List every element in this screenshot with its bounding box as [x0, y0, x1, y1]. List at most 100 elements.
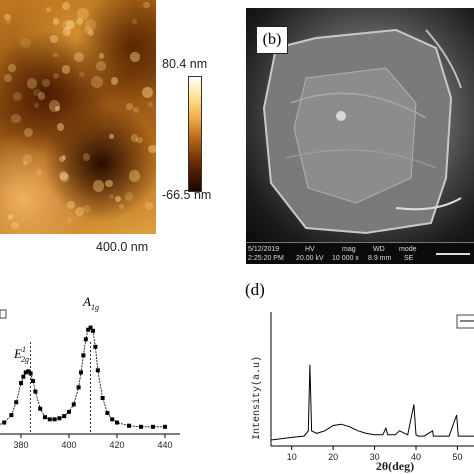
- raman-data-point: [86, 327, 91, 332]
- afm-grain: [108, 134, 114, 140]
- afm-grain: [63, 27, 72, 36]
- afm-grain: [74, 206, 85, 216]
- afm-grain: [75, 17, 84, 26]
- afm-grain: [33, 88, 41, 97]
- sem-time: 2:25:20 PM: [248, 255, 284, 262]
- raman-data-point: [115, 420, 119, 425]
- afm-grain: [20, 37, 31, 48]
- raman-x-tick-label: 440: [157, 440, 172, 450]
- afm-grain: [61, 155, 67, 160]
- raman-data-point: [127, 423, 131, 428]
- afm-grain: [91, 76, 104, 88]
- afm-grain: [62, 1, 70, 10]
- raman-data-point: [76, 385, 81, 390]
- sem-mag-header: mag: [342, 246, 356, 253]
- raman-data-point: [52, 417, 57, 422]
- raman-data-point: [2, 420, 7, 425]
- raman-data-point: [110, 417, 115, 422]
- afm-grain: [23, 161, 28, 166]
- afm-grain: [12, 91, 22, 101]
- sem-hv-value: 20.00 kV: [296, 255, 324, 262]
- afm-grain: [98, 53, 105, 59]
- afm-grain: [109, 194, 115, 200]
- afm-grain: [56, 123, 65, 131]
- raman-legend-box: [0, 309, 7, 319]
- afm-grain: [87, 30, 94, 37]
- xrd-x-tick-label: 10: [287, 452, 297, 462]
- colorbar-min-label: -66.5 nm: [162, 188, 212, 202]
- afm-grain: [7, 63, 16, 72]
- afm-grain: [143, 1, 150, 8]
- afm-grain: [147, 101, 154, 107]
- xrd-x-ticks: [291, 446, 458, 450]
- xrd-x-tick-label: 20: [328, 452, 338, 462]
- raman-data-point: [19, 381, 23, 386]
- raman-data-point: [105, 410, 110, 415]
- afm-grain: [11, 221, 19, 230]
- afm-grain: [136, 136, 143, 144]
- afm-grain: [77, 8, 89, 20]
- afm-grain: [130, 133, 139, 142]
- afm-grain: [145, 201, 153, 210]
- afm-grain: [52, 18, 60, 25]
- raman-data-point: [100, 396, 105, 400]
- afm-grain: [41, 78, 51, 87]
- xrd-y-axis-label: Intensity(a.u): [251, 356, 263, 440]
- afm-scale-label: 400.0 nm: [96, 240, 149, 254]
- raman-data-point: [26, 369, 31, 374]
- sem-scale-bar: [436, 253, 470, 255]
- raman-data-point: [28, 371, 33, 376]
- raman-x-ticks: [20, 434, 166, 438]
- afm-grain: [129, 170, 141, 182]
- afm-grain: [5, 18, 11, 24]
- afm-grain: [84, 26, 93, 35]
- afm-grain: [130, 52, 140, 62]
- raman-data-point: [21, 374, 26, 379]
- raman-peak-label-e: E1 2g: [13, 345, 29, 364]
- raman-data-point: [38, 406, 43, 411]
- sem-wd-value: 8.9 mm: [368, 255, 392, 262]
- afm-grain: [23, 127, 34, 138]
- xrd-x-tick-label: 40: [411, 452, 421, 462]
- raman-data-point: [91, 328, 95, 333]
- afm-grain: [66, 20, 75, 30]
- xrd-x-tick-label: 30: [370, 452, 380, 462]
- sem-image-panel: (b) 5/12/2019 2:25:20 PM HV 20.00 kV mag…: [246, 8, 474, 264]
- sem-mode-header: mode: [399, 246, 417, 253]
- raman-series-points: [2, 325, 167, 429]
- panel-d-label: (d): [245, 280, 265, 299]
- raman-data-point: [57, 416, 62, 421]
- raman-data-point: [67, 409, 71, 414]
- afm-grain: [26, 78, 38, 90]
- raman-data-point: [47, 417, 52, 422]
- sem-hv-header: HV: [305, 246, 315, 253]
- afm-grain: [73, 52, 84, 63]
- afm-image: [0, 0, 156, 234]
- afm-grain: [125, 102, 134, 111]
- afm-grain: [49, 35, 58, 44]
- afm-grain: [110, 77, 119, 85]
- raman-data-point: [139, 424, 143, 429]
- raman-peak-label-a: A1g: [82, 294, 99, 312]
- afm-grain: [92, 180, 105, 192]
- afm-grain: [82, 153, 90, 161]
- raman-data-point: [88, 325, 93, 330]
- afm-grain: [61, 19, 73, 31]
- xrd-x-axis-label: 2θ(deg): [376, 459, 414, 473]
- afm-grain: [4, 13, 11, 21]
- afm-grain: [132, 18, 137, 24]
- afm-grain: [61, 64, 71, 74]
- raman-data-point: [31, 378, 35, 383]
- afm-grain: [105, 179, 114, 188]
- raman-data-point: [95, 368, 100, 373]
- raman-data-point: [163, 424, 167, 429]
- raman-chart: E1 2g A1g 380 400 420 440: [0, 294, 180, 450]
- raman-data-point: [33, 389, 38, 394]
- sem-mode-value: SE: [404, 255, 414, 262]
- sem-date: 5/12/2019: [248, 246, 280, 253]
- sem-wd-header: WD: [373, 246, 385, 253]
- afm-grain: [35, 169, 42, 176]
- xrd-chart: Intensity(a.u) 10 20 30 40 50 2θ(deg): [251, 312, 474, 473]
- raman-peak-markers: [30, 342, 91, 434]
- raman-data-point: [14, 400, 19, 405]
